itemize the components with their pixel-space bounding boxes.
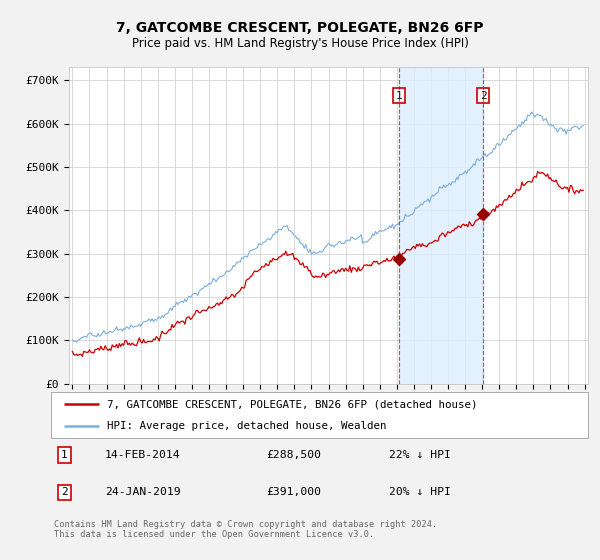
Text: 2: 2 [61,487,68,497]
Text: £391,000: £391,000 [266,487,321,497]
Bar [399,67,484,384]
Text: 7, GATCOMBE CRESCENT, POLEGATE, BN26 6FP: 7, GATCOMBE CRESCENT, POLEGATE, BN26 6FP [116,21,484,35]
Text: Price paid vs. HM Land Registry's House Price Index (HPI): Price paid vs. HM Land Registry's House … [131,37,469,50]
Text: 1: 1 [61,450,68,460]
Text: 22% ↓ HPI: 22% ↓ HPI [389,450,451,460]
Text: 7, GATCOMBE CRESCENT, POLEGATE, BN26 6FP (detached house): 7, GATCOMBE CRESCENT, POLEGATE, BN26 6FP… [107,399,478,409]
Text: 2: 2 [480,91,487,101]
Text: 14-FEB-2014: 14-FEB-2014 [105,450,181,460]
Text: 24-JAN-2019: 24-JAN-2019 [105,487,181,497]
Text: 20% ↓ HPI: 20% ↓ HPI [389,487,451,497]
Text: £288,500: £288,500 [266,450,321,460]
Text: 1: 1 [395,91,402,101]
Text: HPI: Average price, detached house, Wealden: HPI: Average price, detached house, Weal… [107,421,387,431]
Text: Contains HM Land Registry data © Crown copyright and database right 2024.
This d: Contains HM Land Registry data © Crown c… [54,520,437,539]
